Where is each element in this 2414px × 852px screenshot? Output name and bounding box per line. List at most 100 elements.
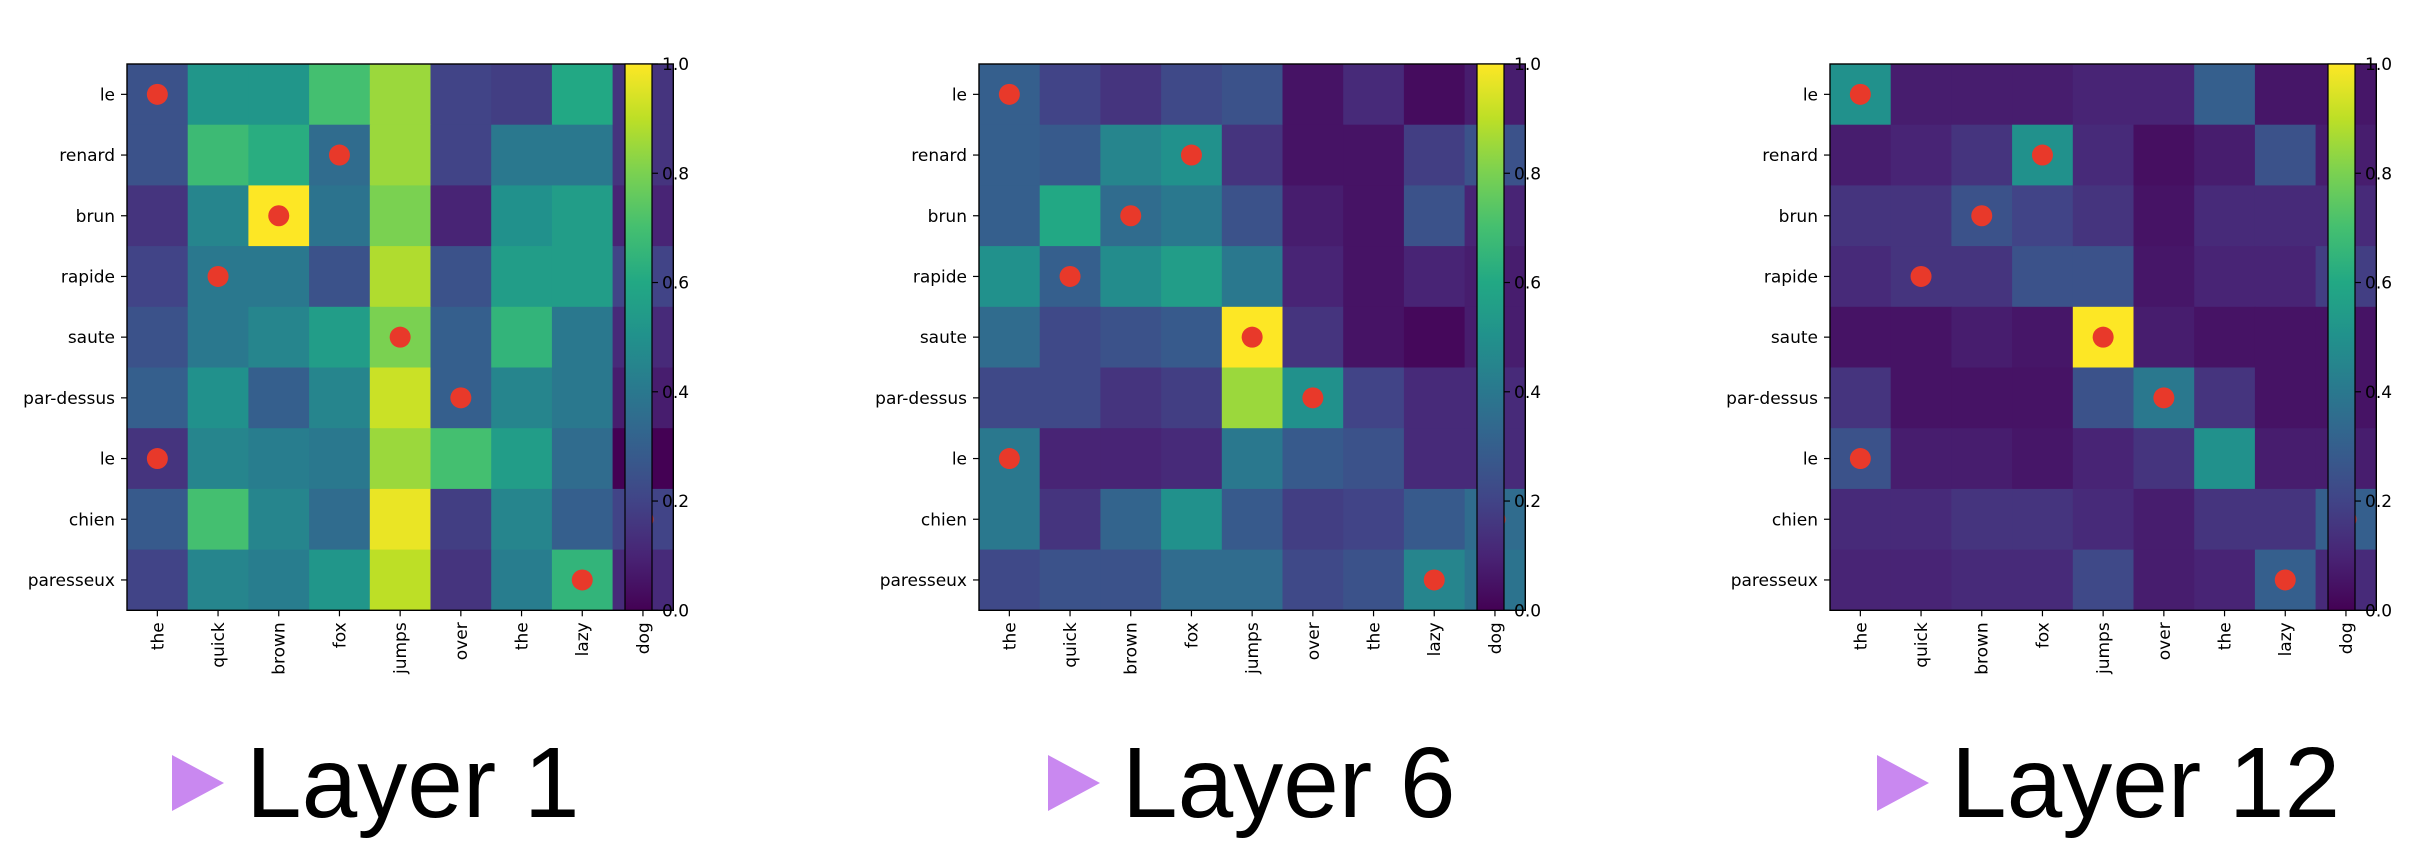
heatmap-cell — [2194, 367, 2256, 429]
heatmap-cell — [430, 246, 492, 308]
heatmap-cell — [309, 428, 371, 490]
heatmap-cell — [1830, 549, 1892, 611]
x-tick-label: jumps — [391, 622, 411, 675]
heatmap-cell — [187, 306, 249, 369]
heatmap-cell — [369, 64, 432, 126]
heatmap-cell — [248, 64, 310, 126]
heatmap-cell — [1830, 488, 1892, 551]
x-tick-label: dog — [2337, 622, 2357, 654]
caption-layer-1: Layer 1 — [172, 728, 580, 838]
y-tick-label: le — [1803, 450, 1818, 470]
alignment-marker — [328, 144, 350, 166]
heatmap-cell — [309, 488, 371, 551]
heatmap-cell — [2133, 124, 2195, 186]
heatmap-cell — [1282, 549, 1344, 611]
heatmap-cell — [2194, 428, 2256, 490]
heatmap-cell — [430, 549, 492, 611]
heatmap-cell — [1282, 124, 1344, 186]
heatmap-cell — [1830, 124, 1892, 186]
heatmap-cell — [127, 185, 189, 247]
x-tick-label: jumps — [1243, 622, 1263, 675]
caption-text: Layer 12 — [1951, 727, 2341, 839]
heatmap-cell — [491, 306, 553, 369]
colorbar-tick-label: 0.2 — [2365, 492, 2392, 512]
heatmap-cell — [1890, 185, 1952, 247]
x-tick-label: the — [148, 622, 168, 650]
heatmap-cell — [2012, 428, 2074, 490]
heatmap-cell — [2072, 185, 2135, 247]
heatmap-cell — [1403, 488, 1466, 551]
heatmap-cell — [127, 488, 189, 551]
heatmap-cell — [1282, 428, 1344, 490]
heatmap-panel-2: le renard brun rapide saute par-dessus le chien… — [875, 55, 1541, 675]
heatmap-cell — [2133, 185, 2195, 247]
heatmap-cell — [2194, 246, 2256, 308]
alignment-marker — [268, 205, 290, 227]
heatmap-cell — [309, 549, 371, 611]
colorbar-tick-label: 0.8 — [2365, 164, 2392, 184]
heatmap-cell — [2254, 246, 2317, 308]
x-tick-label: jumps — [2094, 622, 2114, 675]
alignment-marker — [998, 83, 1020, 105]
alignment-marker — [1180, 144, 1202, 166]
alignment-marker — [2092, 326, 2114, 348]
heatmap-cell — [2012, 367, 2074, 429]
colorbar-tick-label: 1.0 — [1514, 55, 1541, 75]
x-tick-label: brown — [1122, 622, 1142, 675]
heatmap-cell — [491, 488, 553, 551]
heatmap-cell — [979, 306, 1041, 369]
y-tick-label: renard — [911, 146, 967, 166]
x-tick-label: over — [1304, 622, 1324, 660]
heatmap-cell — [2194, 549, 2256, 611]
alignment-marker — [2274, 569, 2296, 591]
heatmap-cell — [127, 367, 189, 429]
heatmap-cell — [369, 549, 432, 611]
caption-layer-12: Layer 12 — [1877, 728, 2340, 838]
heatmap-cell — [1951, 124, 2013, 186]
heatmap-cell — [551, 488, 614, 551]
x-tick-label: brown — [270, 622, 290, 675]
heatmap-cell — [1830, 246, 1892, 308]
x-tick-label: the — [1851, 622, 1871, 650]
heatmap-cell — [309, 246, 371, 308]
heatmap-cell — [1221, 367, 1284, 429]
colorbar-tick-label: 1.0 — [662, 55, 689, 75]
colorbar-tick-label: 0.6 — [2365, 274, 2392, 294]
heatmap-cell — [127, 306, 189, 369]
heatmap-cell — [1221, 246, 1284, 308]
heatmap-cell — [2194, 64, 2256, 126]
heatmap-cell — [1221, 428, 1284, 490]
heatmap-cell — [1039, 428, 1101, 490]
heatmap-cell — [2254, 64, 2317, 126]
colorbar — [1476, 63, 1505, 611]
heatmap-cell — [248, 246, 310, 308]
heatmap-cell — [1403, 246, 1466, 308]
heatmap-cell — [248, 428, 310, 490]
heatmap-cell — [127, 246, 189, 308]
heatmap-cell — [187, 367, 249, 429]
heatmap-cell — [2254, 428, 2317, 490]
heatmap-cell — [187, 124, 249, 186]
heatmap-cell — [2194, 306, 2256, 369]
colorbar-tick-label: 0.0 — [2365, 601, 2392, 621]
heatmap-cell — [1890, 306, 1952, 369]
colorbar — [2327, 63, 2356, 611]
heatmap-cell — [2072, 367, 2135, 429]
colorbar-tick-label: 0.2 — [662, 492, 689, 512]
colorbar-tick-label: 0.2 — [1514, 492, 1541, 512]
alignment-marker — [389, 326, 411, 348]
colorbar-tick-label: 0.4 — [2365, 383, 2392, 403]
heatmap-cell — [1890, 124, 1952, 186]
heatmap-cell — [2072, 246, 2135, 308]
alignment-marker — [1849, 448, 1871, 470]
heatmap-cell — [1951, 64, 2013, 126]
heatmap-cell — [1161, 185, 1223, 247]
alignment-marker — [1120, 205, 1142, 227]
heatmap-cell — [1403, 124, 1466, 186]
y-tick-label: renard — [59, 146, 115, 166]
heatmap-cell — [248, 549, 310, 611]
x-tick-label: the — [2216, 622, 2236, 650]
y-tick-label: par-dessus — [23, 389, 115, 409]
heatmap-cell — [2072, 64, 2135, 126]
heatmap-cell — [1343, 488, 1405, 551]
